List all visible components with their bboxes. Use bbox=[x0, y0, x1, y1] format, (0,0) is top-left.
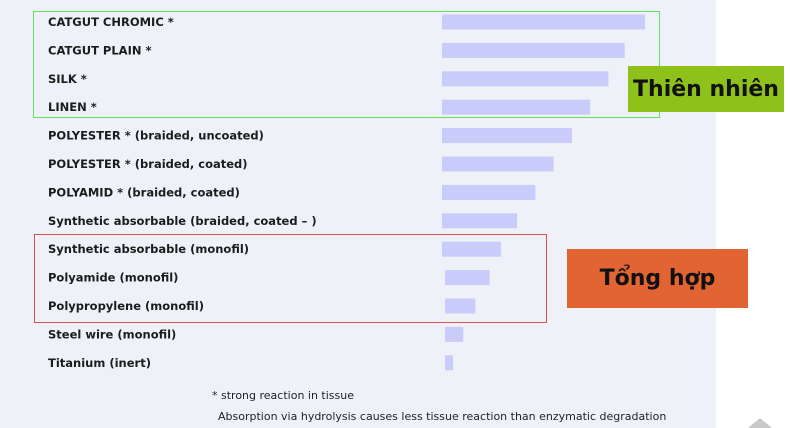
category-label: SILK * bbox=[48, 72, 87, 86]
bar bbox=[442, 14, 645, 30]
bar bbox=[442, 42, 625, 58]
footnote-absorption: Absorption via hydrolysis causes less ti… bbox=[218, 410, 667, 423]
category-label: Synthetic absorbable (braided, coated – … bbox=[48, 214, 317, 228]
category-label: Synthetic absorbable (monofil) bbox=[48, 242, 249, 256]
natural-group-label: Thiên nhiên bbox=[628, 66, 784, 112]
natural-group-outline bbox=[33, 11, 660, 118]
bar bbox=[445, 326, 464, 342]
bar bbox=[445, 298, 476, 314]
category-label: CATGUT CHROMIC * bbox=[48, 15, 174, 29]
category-label: CATGUT PLAIN * bbox=[48, 43, 152, 57]
category-label: Polypropylene (monofil) bbox=[48, 299, 204, 313]
bar bbox=[442, 241, 501, 257]
bar bbox=[442, 184, 536, 200]
bar bbox=[442, 128, 572, 144]
category-label: LINEN * bbox=[48, 100, 97, 114]
bar-chart: CATGUT CHROMIC * CATGUT PLAIN * SILK * LINE… bbox=[48, 14, 645, 371]
synthetic-group-label: Tổng hợp bbox=[567, 249, 748, 308]
bar bbox=[442, 99, 591, 115]
category-label: Polyamide (monofil) bbox=[48, 271, 178, 285]
bar bbox=[445, 355, 454, 371]
bar bbox=[445, 270, 490, 286]
bar bbox=[442, 71, 609, 87]
category-label: Titanium (inert) bbox=[48, 356, 151, 370]
scroll-up-icon bbox=[748, 418, 772, 428]
synthetic-group-outline bbox=[34, 234, 547, 323]
bar bbox=[442, 213, 518, 229]
category-label: Steel wire (monofil) bbox=[48, 327, 176, 341]
bar bbox=[442, 156, 554, 172]
category-label: POLYESTER * (braided, coated) bbox=[48, 157, 248, 171]
footnote-strong-reaction: * strong reaction in tissue bbox=[212, 389, 355, 402]
category-label: POLYESTER * (braided, uncoated) bbox=[48, 129, 264, 143]
category-label: POLYAMID * (braided, coated) bbox=[48, 185, 240, 199]
